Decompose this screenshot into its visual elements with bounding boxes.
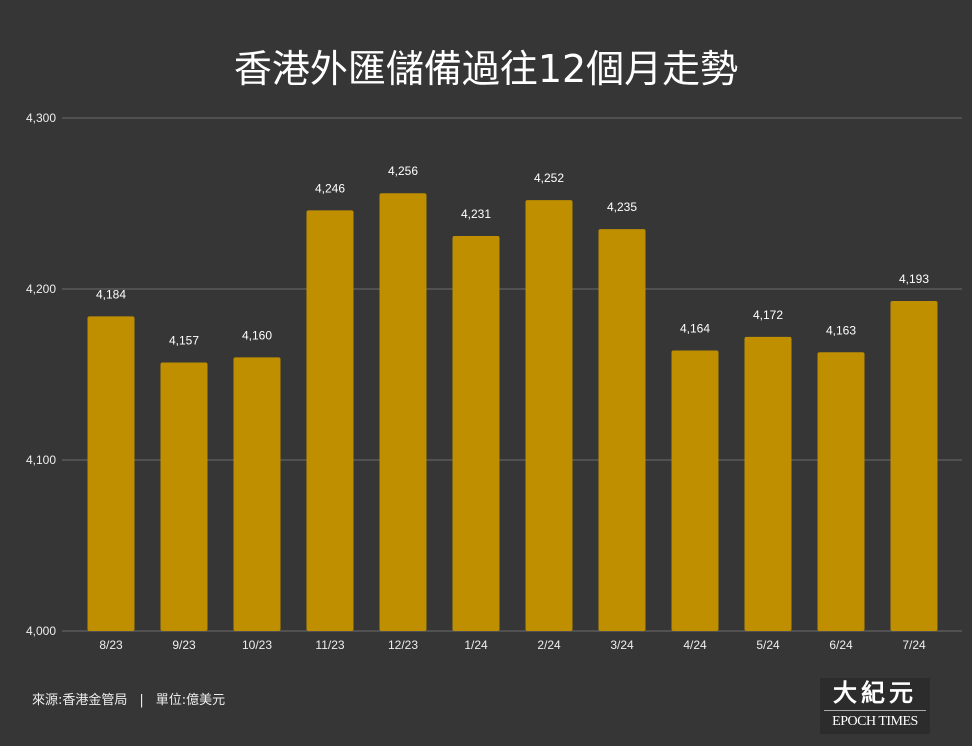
bar bbox=[233, 357, 281, 631]
data-label: 4,157 bbox=[169, 334, 199, 348]
y-tick-label: 4,000 bbox=[26, 624, 56, 638]
data-label: 4,193 bbox=[899, 272, 929, 286]
x-tick-label: 2/24 bbox=[537, 638, 561, 652]
data-label: 4,252 bbox=[534, 171, 564, 185]
unit-text: 單位:億美元 bbox=[155, 693, 226, 708]
footer: 來源:香港金管局 | 單位:億美元 bbox=[32, 689, 225, 708]
data-label: 4,246 bbox=[315, 181, 345, 195]
bar bbox=[890, 300, 938, 631]
x-tick-label: 6/24 bbox=[829, 638, 853, 652]
bar bbox=[817, 352, 865, 631]
bar bbox=[598, 229, 646, 631]
bar bbox=[744, 336, 792, 631]
y-tick-label: 4,100 bbox=[26, 453, 56, 467]
source-text: 來源:香港金管局 bbox=[32, 693, 128, 708]
y-tick-label: 4,300 bbox=[26, 111, 56, 125]
bar bbox=[306, 210, 354, 631]
x-tick-label: 8/23 bbox=[99, 638, 123, 652]
bar bbox=[452, 235, 500, 632]
data-label: 4,172 bbox=[753, 308, 783, 322]
logo-english: EPOCH TIMES bbox=[832, 714, 918, 729]
bar bbox=[525, 200, 573, 631]
bar bbox=[379, 193, 427, 632]
epoch-times-logo: 大紀元 EPOCH TIMES bbox=[820, 678, 930, 734]
data-label: 4,164 bbox=[680, 322, 710, 336]
x-tick-label: 11/23 bbox=[315, 638, 344, 652]
data-label: 4,163 bbox=[826, 323, 856, 337]
data-label: 4,235 bbox=[607, 200, 637, 214]
x-tick-label: 12/23 bbox=[388, 638, 418, 652]
bar bbox=[87, 316, 135, 631]
data-label: 4,160 bbox=[242, 328, 272, 342]
logo-chinese: 大紀元 bbox=[833, 678, 917, 707]
x-tick-label: 1/24 bbox=[464, 638, 488, 652]
x-tick-label: 3/24 bbox=[610, 638, 634, 652]
chart-title: 香港外匯儲備過往12個月走勢 bbox=[233, 47, 739, 91]
data-label: 4,184 bbox=[96, 287, 126, 301]
data-label: 4,256 bbox=[388, 164, 418, 178]
bar bbox=[160, 362, 208, 631]
y-tick-label: 4,200 bbox=[26, 282, 56, 296]
footer-separator: | bbox=[139, 693, 144, 708]
x-tick-label: 10/23 bbox=[242, 638, 272, 652]
x-tick-label: 5/24 bbox=[756, 638, 780, 652]
x-tick-label: 7/24 bbox=[902, 638, 926, 652]
x-tick-label: 9/23 bbox=[172, 638, 196, 652]
x-tick-label: 4/24 bbox=[683, 638, 707, 652]
bar bbox=[671, 350, 719, 631]
data-label: 4,231 bbox=[461, 207, 491, 221]
